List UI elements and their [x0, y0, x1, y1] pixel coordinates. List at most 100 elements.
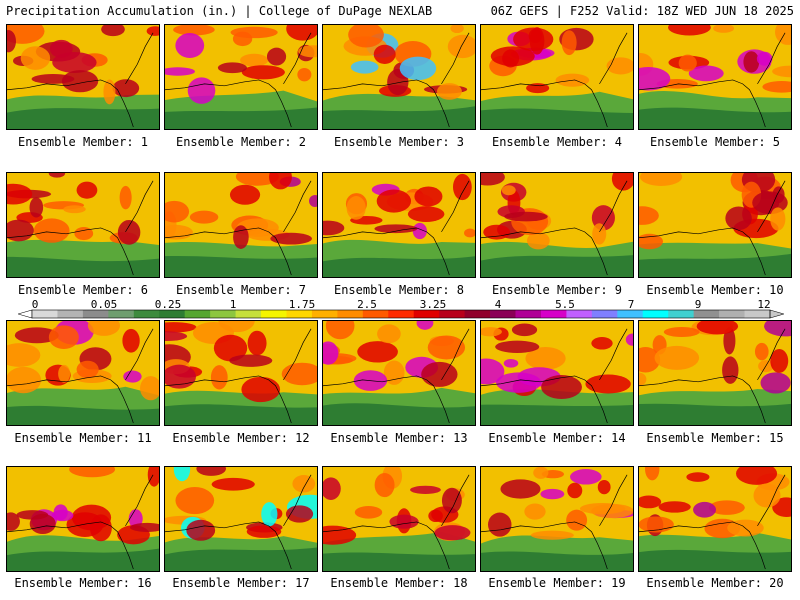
- panel-caption-6: Ensemble Member: 6: [17, 283, 149, 297]
- colorbar-swatch: [566, 310, 593, 318]
- precip-field: [7, 321, 159, 425]
- map-panel-member-4[interactable]: [480, 24, 634, 130]
- panel-caption-3: Ensemble Member: 3: [333, 135, 465, 149]
- colorbar-swatch: [642, 310, 669, 318]
- colorbar-swatch: [159, 310, 186, 318]
- precip-field: [7, 25, 159, 129]
- precip-field: [165, 173, 317, 277]
- map-panel-member-12[interactable]: [164, 320, 318, 426]
- colorbar-swatch: [388, 310, 415, 318]
- precip-field: [7, 173, 159, 277]
- colorbar-tick-label: 7: [627, 298, 635, 311]
- colorbar-left-arrow: [18, 309, 33, 319]
- map-panel-member-11[interactable]: [6, 320, 160, 426]
- map-panel-member-3[interactable]: [322, 24, 476, 130]
- precip-field: [481, 467, 633, 571]
- colorbar-tick-label: 5.5: [555, 298, 575, 311]
- map-panel-member-8[interactable]: [322, 172, 476, 278]
- precip-field: [165, 321, 317, 425]
- colorbar-swatch: [108, 310, 135, 318]
- panel-caption-4: Ensemble Member: 4: [491, 135, 623, 149]
- colorbar-tick-label: 0.25: [154, 298, 182, 311]
- map-panel-member-2[interactable]: [164, 24, 318, 130]
- map-panel-member-20[interactable]: [638, 466, 792, 572]
- map-panel-member-5[interactable]: [638, 24, 792, 130]
- colorbar-swatch: [184, 310, 211, 318]
- precip-field: [7, 467, 159, 571]
- precip-field: [323, 173, 475, 277]
- colorbar-swatch: [693, 310, 720, 318]
- colorbar-swatch: [490, 310, 516, 318]
- colorbar-tick-label: 4: [494, 298, 502, 311]
- map-panel-member-16[interactable]: [6, 466, 160, 572]
- colorbar-tick-label: 3.25: [419, 298, 447, 311]
- panel-caption-18: Ensemble Member: 18: [330, 576, 468, 590]
- panel-caption-19: Ensemble Member: 19: [488, 576, 626, 590]
- colorbar-swatch: [57, 310, 84, 318]
- precip-field: [481, 173, 633, 277]
- precip-field: [323, 467, 475, 571]
- colorbar-swatch: [668, 310, 695, 318]
- colorbar-swatch: [464, 310, 491, 318]
- colorbar-tick-label: 9: [694, 298, 702, 311]
- colorbar-swatch: [133, 310, 160, 318]
- map-panel-member-19[interactable]: [480, 466, 634, 572]
- colorbar-tick-label: 2.5: [357, 298, 377, 311]
- colorbar-swatch: [235, 310, 262, 318]
- map-panel-member-1[interactable]: [6, 24, 160, 130]
- panel-caption-7: Ensemble Member: 7: [175, 283, 307, 297]
- panel-caption-16: Ensemble Member: 16: [14, 576, 152, 590]
- precip-field: [639, 321, 791, 425]
- colorbar-tick-label: 1: [229, 298, 237, 311]
- panel-caption-10: Ensemble Member: 10: [646, 283, 784, 297]
- precip-field: [165, 467, 317, 571]
- colorbar-swatch: [362, 310, 389, 318]
- colorbar-swatch: [311, 310, 338, 318]
- colorbar-swatch: [32, 310, 58, 318]
- colorbar-tick-label: 0: [31, 298, 39, 311]
- colorbar-swatch: [719, 310, 745, 318]
- map-panel-member-6[interactable]: [6, 172, 160, 278]
- precip-field: [639, 173, 791, 277]
- map-panel-member-9[interactable]: [480, 172, 634, 278]
- colorbar-swatch: [413, 310, 440, 318]
- precip-colorbar: [18, 309, 784, 319]
- colorbar-tick-label: 0.05: [90, 298, 118, 311]
- colorbar-swatch: [540, 310, 567, 318]
- colorbar-swatch: [82, 310, 109, 318]
- colorbar-swatch: [439, 310, 466, 318]
- colorbar-swatch: [337, 310, 364, 318]
- colorbar-swatch: [744, 310, 771, 318]
- map-panel-member-14[interactable]: [480, 320, 634, 426]
- panel-caption-17: Ensemble Member: 17: [172, 576, 310, 590]
- map-panel-member-17[interactable]: [164, 466, 318, 572]
- colorbar-tick-label: 1.75: [288, 298, 316, 311]
- map-panel-member-10[interactable]: [638, 172, 792, 278]
- header-title-left: Precipitation Accumulation (in.) | Colle…: [6, 4, 433, 18]
- panel-caption-5: Ensemble Member: 5: [649, 135, 781, 149]
- map-panel-member-7[interactable]: [164, 172, 318, 278]
- header-title-right: 06Z GEFS | F252 Valid: 18Z WED JUN 18 20…: [490, 4, 794, 18]
- panel-caption-20: Ensemble Member: 20: [646, 576, 784, 590]
- panel-caption-1: Ensemble Member: 1: [17, 135, 149, 149]
- colorbar-swatch: [515, 310, 542, 318]
- panel-caption-8: Ensemble Member: 8: [333, 283, 465, 297]
- precip-field: [165, 25, 317, 129]
- precip-field: [639, 467, 791, 571]
- map-panel-member-15[interactable]: [638, 320, 792, 426]
- panel-caption-15: Ensemble Member: 15: [646, 431, 784, 445]
- panel-caption-11: Ensemble Member: 11: [14, 431, 152, 445]
- map-panel-member-18[interactable]: [322, 466, 476, 572]
- colorbar-swatch: [591, 310, 618, 318]
- precip-field: [639, 25, 791, 129]
- precip-field: [481, 25, 633, 129]
- colorbar-swatch: [617, 310, 644, 318]
- precip-field: [323, 25, 475, 129]
- panel-caption-14: Ensemble Member: 14: [488, 431, 626, 445]
- panel-caption-13: Ensemble Member: 13: [330, 431, 468, 445]
- colorbar-right-arrow: [769, 309, 784, 319]
- panel-caption-9: Ensemble Member: 9: [491, 283, 623, 297]
- colorbar-swatch: [210, 310, 236, 318]
- map-panel-member-13[interactable]: [322, 320, 476, 426]
- panel-caption-12: Ensemble Member: 12: [172, 431, 310, 445]
